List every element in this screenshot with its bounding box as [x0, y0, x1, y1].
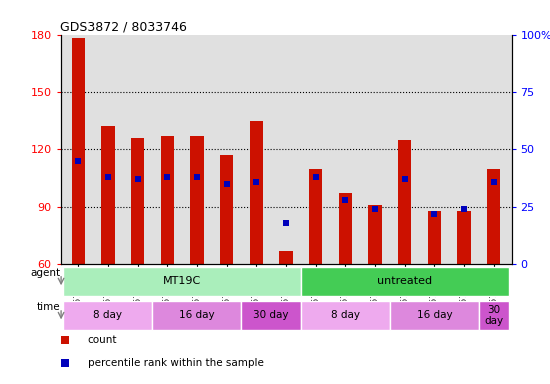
Bar: [72, 38, 85, 264]
Point: [163, 174, 172, 180]
Text: 16 day: 16 day: [416, 311, 452, 321]
Text: percentile rank within the sample: percentile rank within the sample: [87, 358, 263, 368]
Bar: [131, 138, 144, 264]
Bar: [339, 194, 352, 264]
Text: count: count: [87, 335, 117, 345]
Bar: [368, 205, 382, 264]
Bar: [63, 267, 301, 296]
Point: [460, 206, 469, 212]
Text: agent: agent: [31, 268, 61, 278]
Point: [341, 197, 350, 203]
Point: [323, 85, 332, 91]
Text: 8 day: 8 day: [94, 311, 123, 321]
Point: [490, 179, 498, 185]
Bar: [487, 169, 500, 264]
Point: [222, 181, 231, 187]
Point: [323, 298, 332, 305]
Point: [311, 174, 320, 180]
Bar: [309, 169, 322, 264]
Bar: [398, 140, 411, 264]
Bar: [101, 126, 114, 264]
Bar: [250, 121, 263, 264]
Text: untreated: untreated: [377, 276, 432, 286]
Point: [103, 174, 112, 180]
Bar: [241, 301, 301, 330]
Bar: [63, 301, 152, 330]
Point: [252, 179, 261, 185]
Text: GDS3872 / 8033746: GDS3872 / 8033746: [60, 20, 188, 33]
Bar: [161, 136, 174, 264]
Text: 30 day: 30 day: [254, 311, 289, 321]
Point: [400, 176, 409, 182]
Text: 8 day: 8 day: [331, 311, 360, 321]
Point: [371, 206, 380, 212]
Bar: [301, 267, 509, 296]
Bar: [479, 301, 509, 330]
Bar: [458, 211, 471, 264]
Bar: [390, 301, 479, 330]
Text: time: time: [37, 302, 61, 312]
Text: MT19C: MT19C: [163, 276, 201, 286]
Bar: [301, 301, 390, 330]
Point: [74, 158, 82, 164]
Point: [192, 174, 201, 180]
Bar: [220, 155, 233, 264]
Text: 30
day: 30 day: [484, 305, 503, 326]
Bar: [152, 301, 241, 330]
Text: 16 day: 16 day: [179, 311, 215, 321]
Point: [282, 220, 290, 226]
Point: [133, 176, 142, 182]
Bar: [428, 211, 441, 264]
Point: [430, 211, 439, 217]
Bar: [279, 251, 293, 264]
Bar: [190, 136, 204, 264]
